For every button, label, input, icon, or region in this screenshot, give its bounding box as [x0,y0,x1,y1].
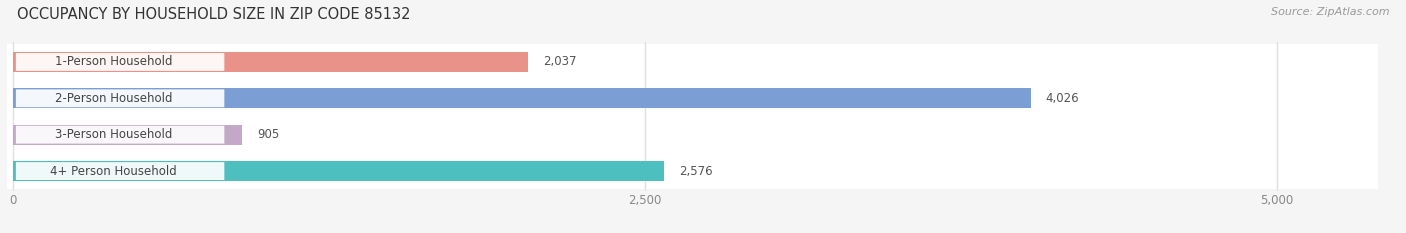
FancyBboxPatch shape [15,162,225,180]
Bar [7,153,1378,189]
Text: Source: ZipAtlas.com: Source: ZipAtlas.com [1271,7,1389,17]
Bar [13,52,529,72]
Bar [13,161,664,181]
FancyBboxPatch shape [15,89,225,107]
Text: 4+ Person Household: 4+ Person Household [51,164,177,178]
Text: 4,026: 4,026 [1046,92,1080,105]
Bar [7,80,1378,116]
Bar [13,125,242,145]
Text: 905: 905 [257,128,280,141]
Text: 2-Person Household: 2-Person Household [55,92,172,105]
Bar [13,88,1031,108]
Text: 2,576: 2,576 [679,164,713,178]
FancyBboxPatch shape [15,53,225,71]
Bar [7,44,1378,80]
Text: 1-Person Household: 1-Person Household [55,55,172,69]
Text: 3-Person Household: 3-Person Household [55,128,172,141]
Text: 2,037: 2,037 [543,55,576,69]
Text: OCCUPANCY BY HOUSEHOLD SIZE IN ZIP CODE 85132: OCCUPANCY BY HOUSEHOLD SIZE IN ZIP CODE … [17,7,411,22]
FancyBboxPatch shape [15,126,225,144]
Bar [7,116,1378,153]
